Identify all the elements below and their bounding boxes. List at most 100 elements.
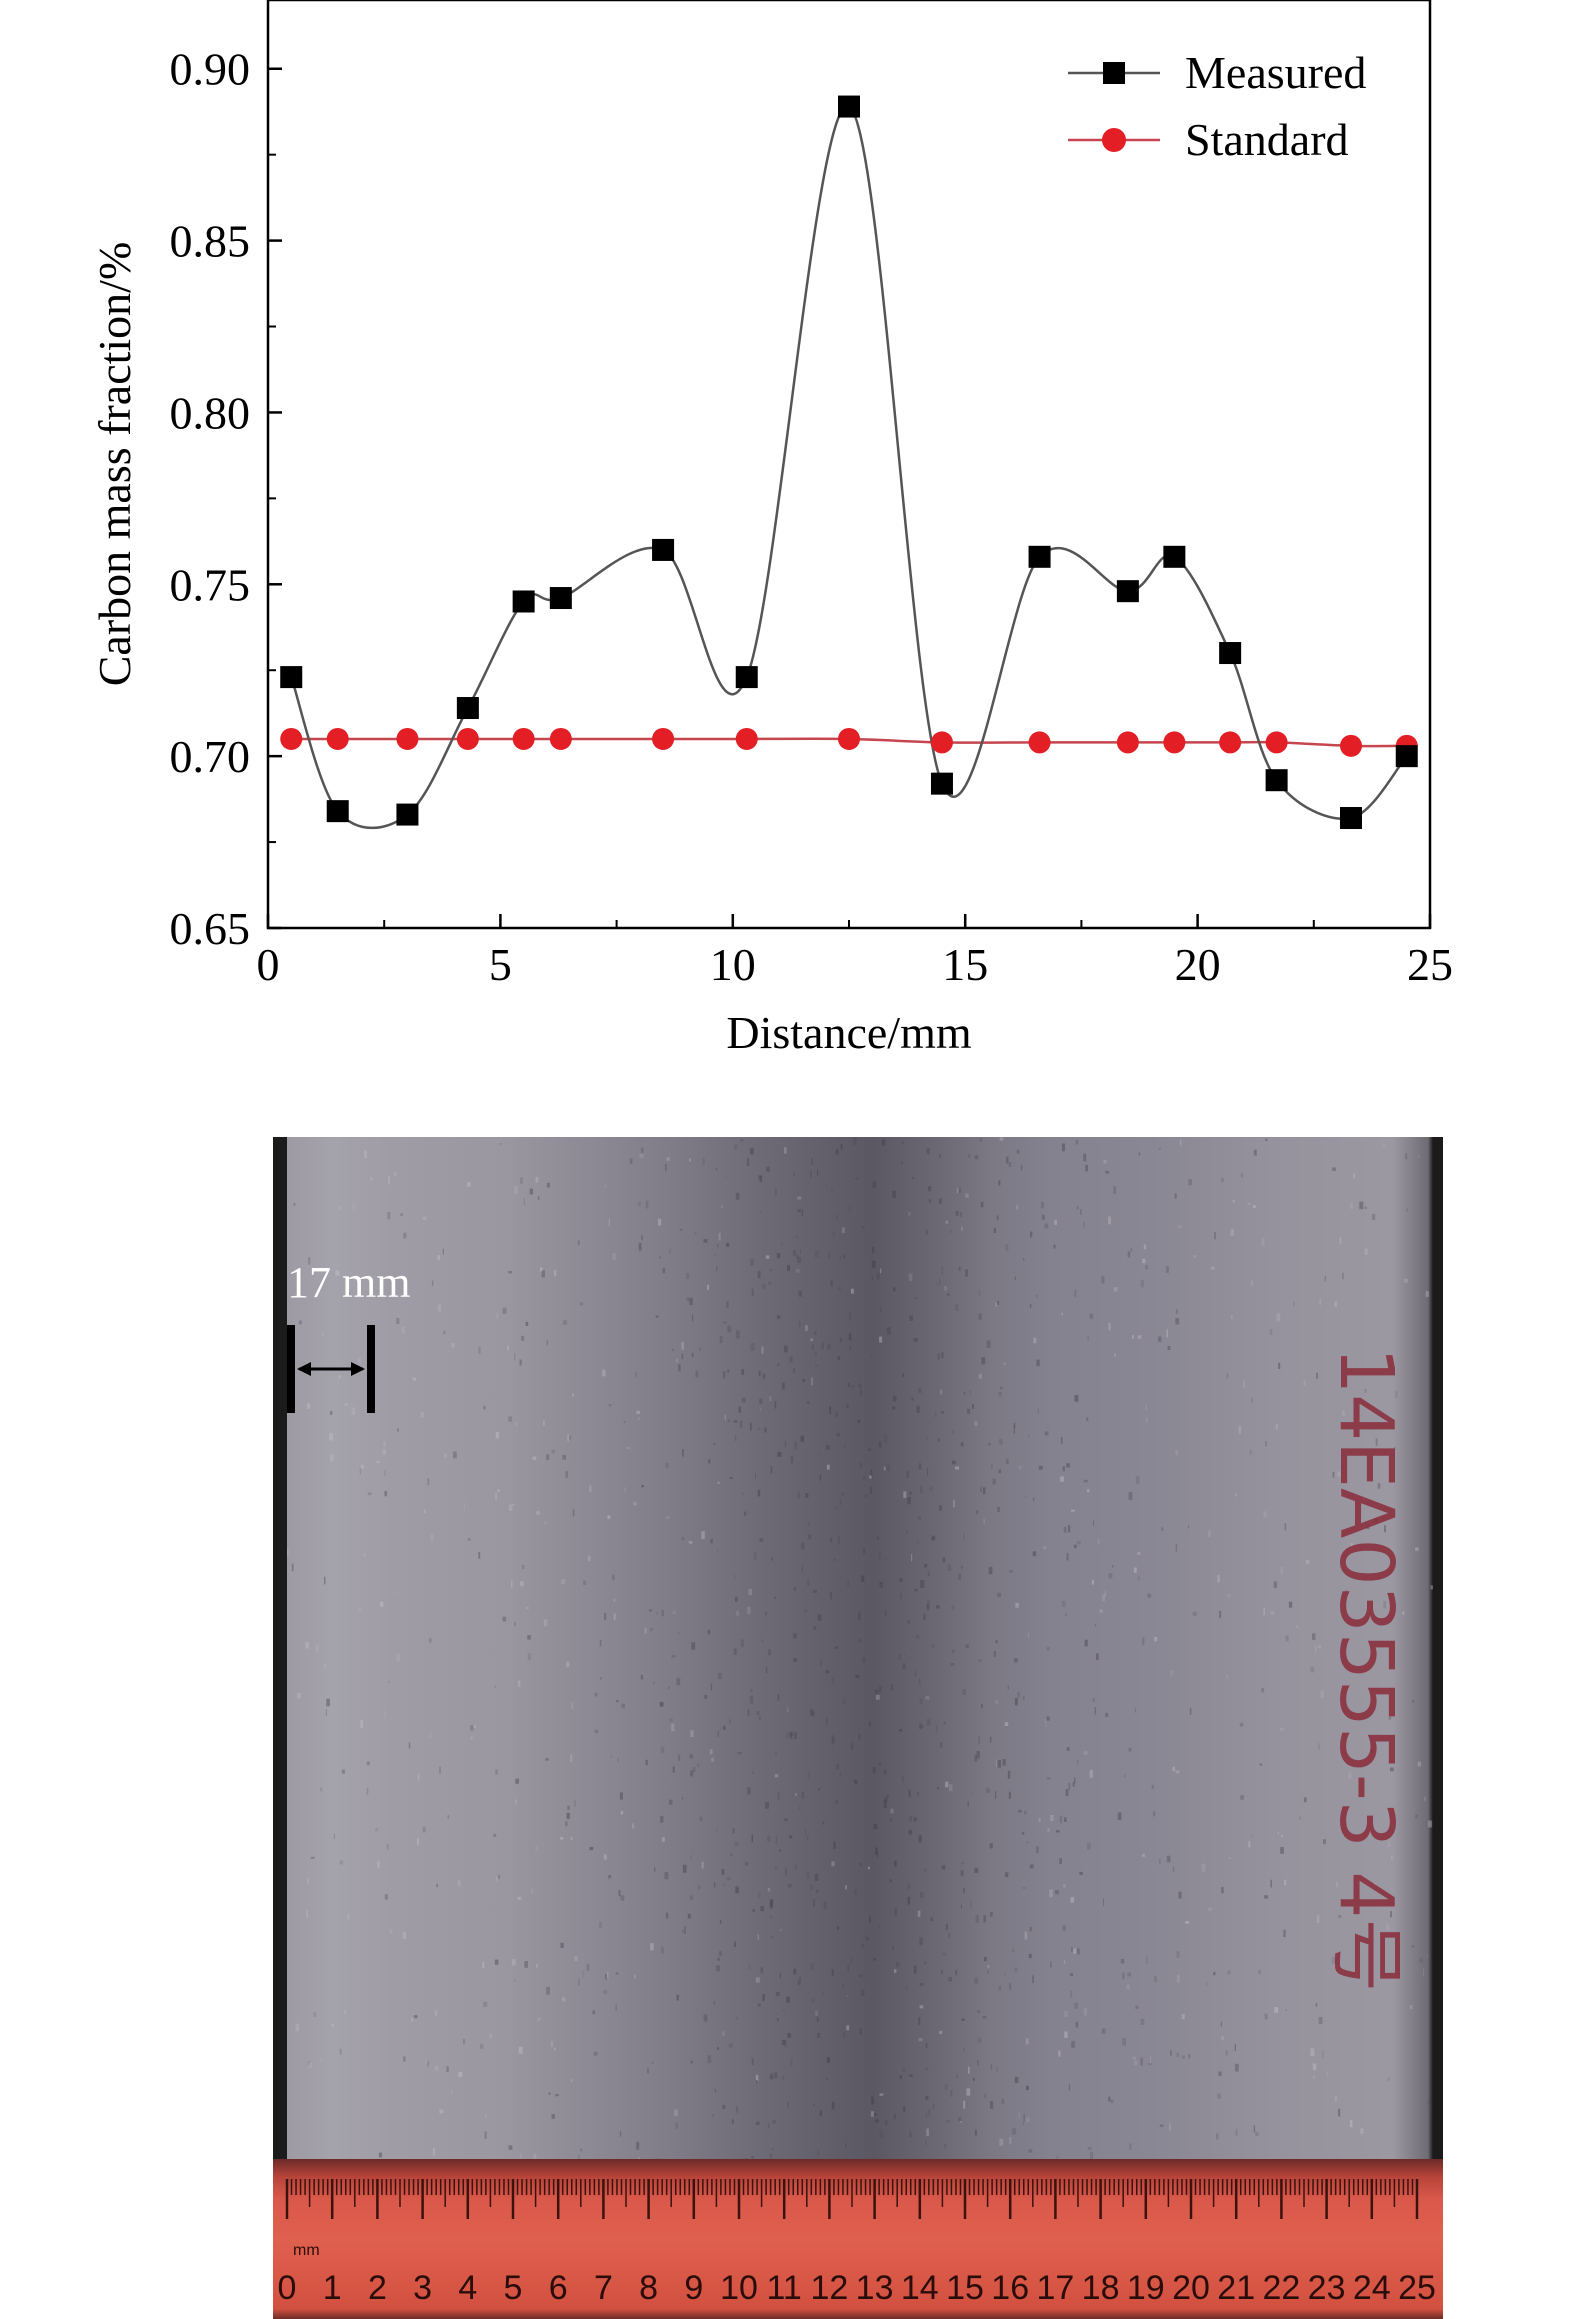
grain: [1032, 1497, 1035, 1501]
grain: [914, 1588, 918, 1592]
grain: [1269, 1329, 1273, 1335]
grain: [883, 1800, 887, 1808]
grain: [675, 2122, 679, 2129]
grain: [1167, 1346, 1171, 1350]
grain: [577, 1978, 580, 1986]
ruler-number: 12: [810, 2269, 848, 2307]
grain: [841, 1492, 844, 1496]
grain: [611, 1755, 613, 1758]
grain: [876, 1272, 880, 1280]
grain: [786, 1996, 790, 2003]
grain: [783, 1345, 788, 1353]
grain: [811, 1158, 813, 1165]
grain: [1332, 1471, 1335, 1478]
ruler-number: 16: [991, 2269, 1029, 2307]
grain: [1001, 2098, 1005, 2104]
point-standard: [456, 727, 479, 750]
grain: [812, 1711, 815, 1717]
grain: [348, 1291, 350, 1297]
grain: [909, 2131, 913, 2138]
grain: [444, 1453, 447, 1458]
grain: [741, 1369, 745, 1375]
point-standard: [396, 727, 419, 750]
grain: [926, 1604, 929, 1610]
grain: [679, 1228, 683, 1231]
grain: [798, 1806, 801, 1810]
grain: [813, 1899, 815, 1907]
grain: [1263, 1607, 1265, 1616]
grain: [694, 1232, 696, 1235]
grain: [1064, 2011, 1069, 2017]
grain: [656, 1611, 658, 1615]
grain: [307, 1403, 311, 1409]
grain: [911, 1647, 913, 1650]
grain: [712, 2114, 714, 2117]
grain: [835, 1411, 838, 1418]
grain: [1137, 1335, 1142, 1339]
grain: [1085, 1164, 1088, 1172]
grain: [1336, 1881, 1338, 1888]
grain: [386, 1843, 389, 1850]
grain: [767, 2122, 770, 2129]
photo-texture: [287, 1137, 1433, 2169]
grain: [925, 2096, 929, 2100]
legend-label-standard: Standard: [1185, 114, 1349, 165]
grain: [320, 2059, 322, 2063]
grain: [1099, 1609, 1103, 1613]
grain: [603, 1854, 607, 1860]
grain: [536, 1964, 538, 1968]
grain: [929, 1199, 931, 1203]
grain: [1025, 2117, 1030, 2122]
grain: [870, 1353, 872, 1357]
grain: [701, 1531, 705, 1539]
grain: [1412, 1699, 1414, 1703]
grain: [941, 1865, 946, 1870]
grain: [762, 1994, 765, 2001]
grain: [736, 2106, 739, 2113]
grain: [1009, 2137, 1012, 2144]
grain: [894, 1907, 897, 1916]
grain: [1299, 1816, 1301, 1820]
grain: [736, 2017, 738, 2020]
grain: [324, 1576, 326, 1585]
grain: [1074, 1395, 1079, 1402]
grain: [1070, 1990, 1073, 1998]
grain: [927, 1186, 932, 1192]
grain: [338, 1375, 341, 1379]
grain: [1220, 2021, 1222, 2027]
grain: [1378, 1576, 1381, 1580]
grain: [951, 1605, 955, 1610]
grain: [1108, 1573, 1113, 1579]
grain: [997, 1592, 1001, 1597]
grain: [717, 1730, 719, 1738]
grain: [1095, 1653, 1099, 1661]
grain: [1273, 1581, 1278, 1589]
grain: [817, 1787, 821, 1791]
grain: [808, 1534, 812, 1540]
grain: [917, 1791, 919, 1797]
grain: [1213, 1971, 1216, 1976]
grain: [920, 1485, 923, 1493]
grain: [1029, 1926, 1032, 1932]
grain: [902, 1141, 904, 1144]
grain: [755, 2074, 759, 2082]
grain: [993, 1228, 997, 1233]
grain: [820, 1659, 823, 1666]
point-standard: [326, 727, 349, 750]
grain: [1142, 1853, 1145, 1857]
grain: [592, 2010, 596, 2015]
grain: [825, 1717, 828, 1725]
grain: [902, 2106, 906, 2112]
grain: [483, 2001, 488, 2007]
grain: [733, 1420, 738, 1423]
grain: [1113, 1287, 1118, 1292]
grain: [752, 1909, 756, 1912]
grain: [926, 2128, 929, 2136]
grain: [612, 1252, 617, 1261]
grain: [975, 1914, 979, 1923]
grain: [799, 1976, 801, 1981]
grain: [1393, 1446, 1396, 1450]
grain: [1235, 2128, 1238, 2137]
grain: [793, 1968, 797, 1975]
grain: [1391, 1855, 1393, 1860]
